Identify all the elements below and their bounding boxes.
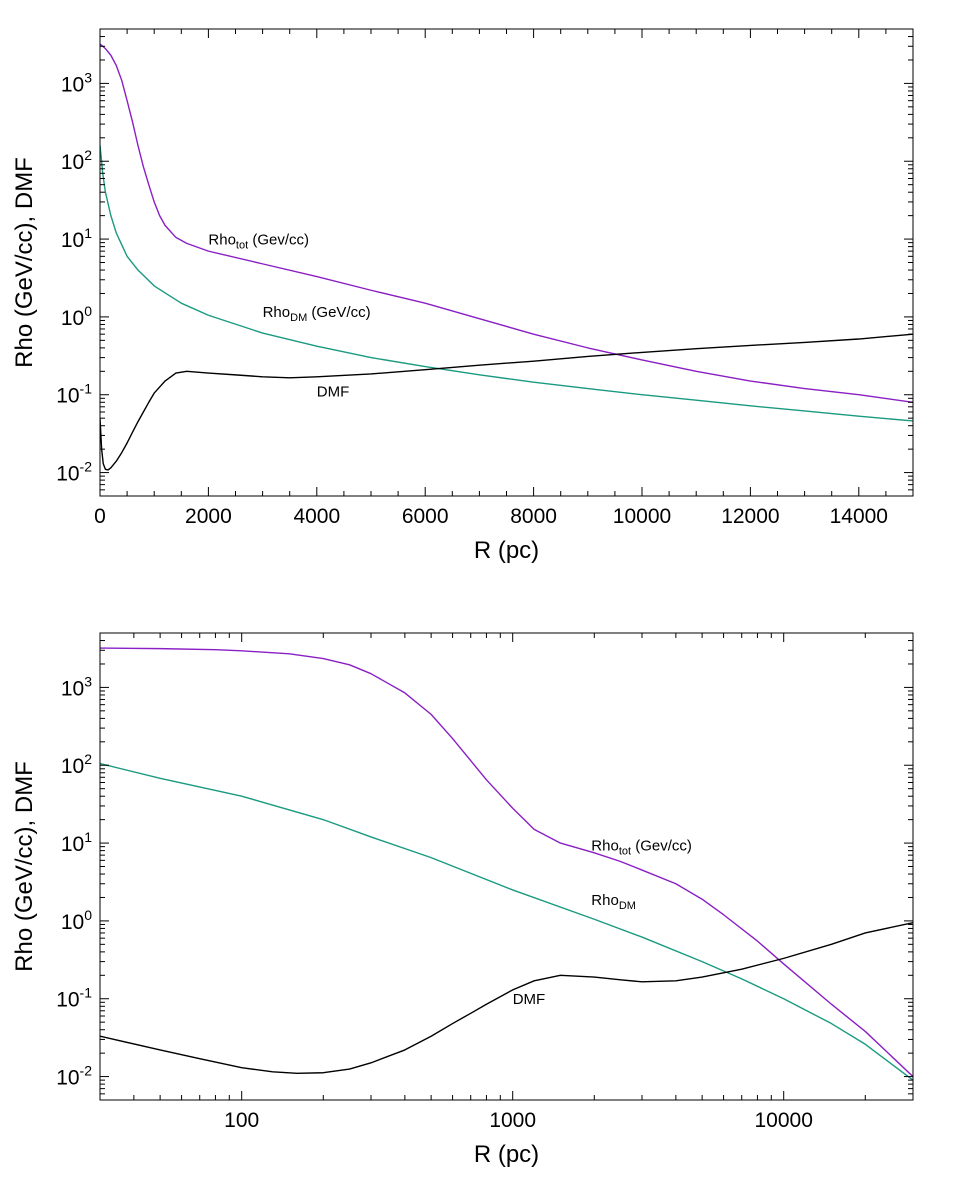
x-tick-label: 8000 bbox=[510, 505, 557, 528]
y-tick-base: 10 bbox=[61, 73, 84, 96]
y-tick-exponent: -1 bbox=[80, 985, 93, 1001]
series-line-rho-dm bbox=[100, 145, 913, 422]
y-tick-label: 102 bbox=[61, 147, 92, 174]
y-tick-label: 101 bbox=[61, 225, 92, 252]
series-line-rho-dm bbox=[100, 762, 913, 1081]
y-tick-label: 10-1 bbox=[56, 381, 92, 408]
x-tick-label: 6000 bbox=[402, 505, 449, 528]
y-axis-title: Rho (GeV/cc), DMF bbox=[11, 157, 38, 368]
y-tick-label: 10-2 bbox=[56, 1063, 92, 1090]
x-tick-label: 12000 bbox=[721, 505, 779, 528]
y-tick-label: 102 bbox=[61, 751, 92, 778]
y-tick-base: 10 bbox=[61, 151, 84, 174]
annotation-rho-dm: RhoDM bbox=[591, 892, 636, 912]
y-tick-label: 10-1 bbox=[56, 985, 92, 1012]
y-tick-base: 10 bbox=[61, 755, 84, 778]
annotation-rho-dm: RhoDM (GeV/cc) bbox=[263, 304, 371, 324]
y-tick-exponent: 3 bbox=[84, 69, 92, 85]
y-tick-exponent: 3 bbox=[84, 673, 92, 689]
y-tick-exponent: -2 bbox=[80, 1063, 93, 1079]
annotation-rho-tot: Rhotot (Gev/cc) bbox=[208, 232, 309, 252]
x-tick-label: 1000 bbox=[489, 1109, 536, 1132]
y-tick-base: 10 bbox=[61, 307, 84, 330]
x-axis-title: R (pc) bbox=[474, 537, 539, 564]
y-tick-label: 10-2 bbox=[56, 459, 92, 486]
x-tick-label: 10000 bbox=[754, 1109, 812, 1132]
series-line-dmf bbox=[100, 921, 913, 1075]
y-tick-base: 10 bbox=[56, 989, 79, 1012]
y-tick-base: 10 bbox=[61, 677, 84, 700]
x-axis-title: R (pc) bbox=[474, 1141, 539, 1168]
y-tick-base: 10 bbox=[56, 463, 79, 486]
plot-frame bbox=[99, 28, 914, 497]
x-tick-label: 100 bbox=[224, 1109, 259, 1132]
y-tick-label: 100 bbox=[61, 907, 92, 934]
y-tick-label: 101 bbox=[61, 829, 92, 856]
y-tick-base: 10 bbox=[61, 229, 84, 252]
y-tick-exponent: 0 bbox=[84, 907, 92, 923]
annotation-rho-tot: Rhotot (Gev/cc) bbox=[591, 838, 692, 858]
y-tick-exponent: 2 bbox=[84, 751, 92, 767]
y-tick-exponent: 1 bbox=[84, 829, 92, 845]
x-tick-label: 0 bbox=[94, 505, 106, 528]
annotation-dmf: DMF bbox=[513, 991, 546, 1008]
y-tick-exponent: 2 bbox=[84, 147, 92, 163]
series-line-rho-tot bbox=[100, 43, 913, 403]
y-tick-exponent: 1 bbox=[84, 225, 92, 241]
x-tick-label: 14000 bbox=[830, 505, 888, 528]
y-tick-exponent: -2 bbox=[80, 459, 93, 475]
y-tick-label: 103 bbox=[61, 673, 92, 700]
series-line-dmf bbox=[100, 333, 913, 471]
y-tick-label: 100 bbox=[61, 303, 92, 330]
y-tick-base: 10 bbox=[61, 911, 84, 934]
plot-frame bbox=[99, 632, 914, 1101]
x-tick-label: 10000 bbox=[613, 505, 671, 528]
x-tick-label: 4000 bbox=[293, 505, 340, 528]
y-tick-label: 103 bbox=[61, 69, 92, 96]
y-tick-exponent: 0 bbox=[84, 303, 92, 319]
y-tick-exponent: -1 bbox=[80, 381, 93, 397]
annotation-dmf: DMF bbox=[317, 383, 350, 400]
series-line-rho-tot bbox=[100, 647, 913, 1078]
y-tick-base: 10 bbox=[56, 1067, 79, 1090]
y-tick-base: 10 bbox=[61, 833, 84, 856]
y-axis-title: Rho (GeV/cc), DMF bbox=[11, 761, 38, 972]
y-tick-base: 10 bbox=[56, 385, 79, 408]
x-tick-label: 2000 bbox=[185, 505, 232, 528]
